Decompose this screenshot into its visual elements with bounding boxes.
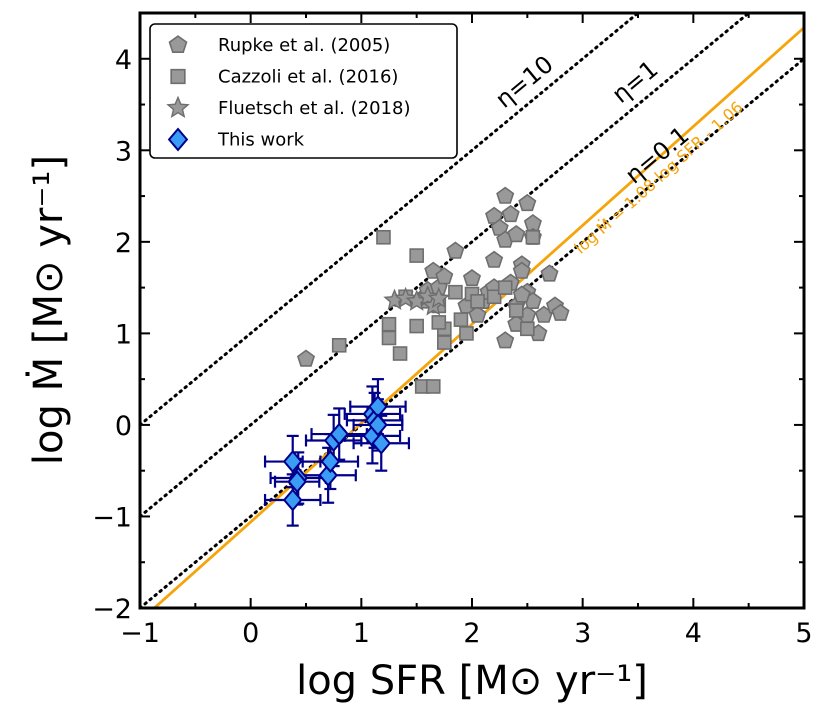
series-star xyxy=(383,284,451,316)
legend-label: Rupke et al. (2005) xyxy=(218,35,390,56)
diamond-point xyxy=(287,470,307,494)
square-point xyxy=(508,303,524,318)
pentagon-point xyxy=(512,261,531,279)
y-tick-label: 3 xyxy=(115,136,132,167)
y-tick-label: 0 xyxy=(115,411,132,442)
square-point xyxy=(331,337,347,353)
pentagon-point xyxy=(501,204,520,223)
x-tick-label: 0 xyxy=(242,618,259,649)
x-tick-label: −1 xyxy=(120,618,160,649)
fit-line-group xyxy=(152,26,804,608)
pentagon-point xyxy=(468,305,487,323)
square-point xyxy=(381,316,397,332)
square-point xyxy=(459,326,474,341)
x-tick-label: 2 xyxy=(463,618,480,649)
legend: Rupke et al. (2005) Cazzoli et al. (2016)… xyxy=(149,23,458,159)
square-point xyxy=(520,321,535,337)
fit-line-label: log Ṁ = 1.08·log SFR - 1.06 xyxy=(571,97,747,257)
y-tick-label: 2 xyxy=(115,228,132,259)
square-point xyxy=(431,315,447,330)
legend-marker-diamond xyxy=(167,127,189,152)
y-tick-label: 1 xyxy=(115,319,132,350)
pentagon-point xyxy=(435,267,454,285)
diamond-point xyxy=(329,422,350,446)
reference-line-0 xyxy=(140,13,641,427)
square-point xyxy=(409,318,424,334)
pentagon-point xyxy=(496,186,515,204)
reference-line-label-0: η=10 xyxy=(490,50,559,114)
legend-label: This work xyxy=(217,130,305,151)
square-point xyxy=(376,229,391,245)
pentagon-point xyxy=(496,331,515,349)
reference-line-label-1: η=1 xyxy=(607,55,664,109)
pentagon-point xyxy=(512,285,531,303)
legend-label: Cazzoli et al. (2016) xyxy=(218,67,398,88)
pentagon-point xyxy=(446,241,465,259)
pentagon-point xyxy=(518,193,537,212)
reference-line-1 xyxy=(140,13,752,518)
pentagon-point xyxy=(507,225,526,243)
data-points xyxy=(263,186,570,527)
x-tick-label: 4 xyxy=(685,618,702,649)
x-tick-label: 1 xyxy=(353,618,370,649)
y-tick-label: −2 xyxy=(92,594,132,625)
y-axis-title: log Ṁ [M⊙ yr⁻¹] xyxy=(24,155,72,465)
legend-marker-pentagon xyxy=(168,35,188,54)
diamond-point xyxy=(368,413,388,437)
legend-marker-star xyxy=(166,95,190,118)
legend-marker-square xyxy=(170,68,186,85)
pentagon-point xyxy=(551,303,570,321)
square-point xyxy=(497,280,513,295)
diamond-point xyxy=(282,488,303,512)
square-point xyxy=(448,284,463,300)
diamond-point xyxy=(320,449,341,474)
square-point xyxy=(425,379,441,394)
x-tick-label: 5 xyxy=(795,618,812,649)
pentagon-point xyxy=(462,269,482,287)
square-point xyxy=(525,229,541,245)
legend-label: Fluetsch et al. (2018) xyxy=(218,98,410,119)
star-point xyxy=(427,286,451,309)
y-tick-label: 4 xyxy=(115,45,132,76)
series-diamond xyxy=(263,378,411,527)
star-point xyxy=(394,286,417,309)
square-point xyxy=(381,330,397,346)
y-tick-label: −1 xyxy=(92,502,132,533)
diamond-point xyxy=(371,431,392,455)
diamond-point xyxy=(282,449,303,474)
square-point xyxy=(486,289,502,305)
legend-box xyxy=(149,23,458,159)
pentagon-point xyxy=(296,349,316,367)
square-point xyxy=(437,335,452,350)
fit-line xyxy=(152,26,804,608)
x-axis-title: log SFR [M⊙ yr⁻¹] xyxy=(296,658,648,704)
pentagon-point xyxy=(485,250,504,268)
square-point xyxy=(409,248,424,263)
square-point xyxy=(392,346,408,361)
pentagon-point xyxy=(540,264,559,282)
square-point xyxy=(453,312,469,327)
x-tick-label: 3 xyxy=(574,618,591,649)
square-point xyxy=(470,294,485,309)
